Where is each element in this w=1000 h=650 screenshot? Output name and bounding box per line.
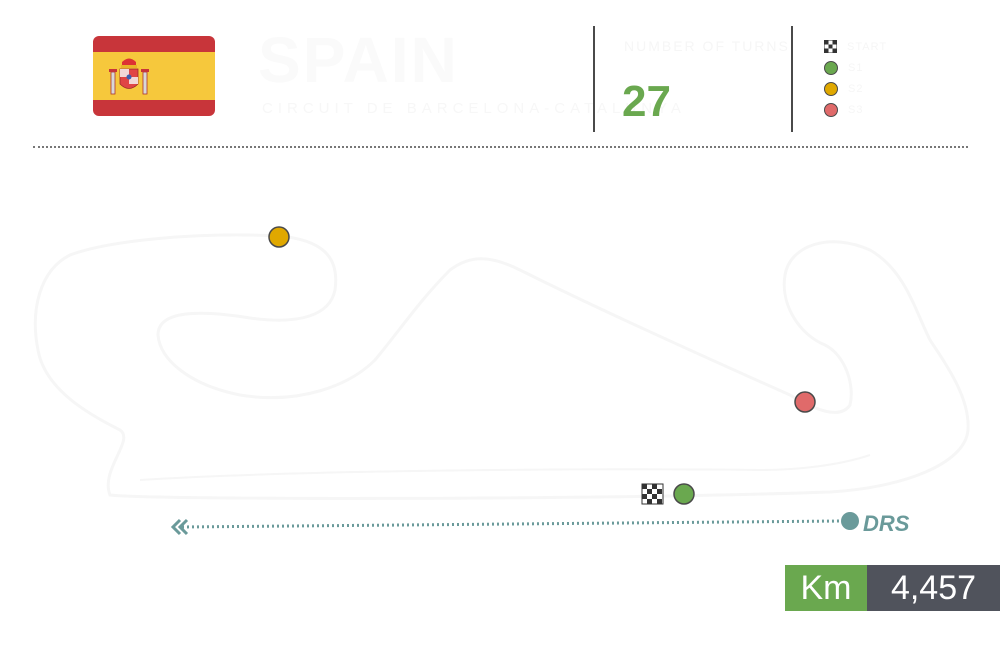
drs-direction-arrow-icon: [170, 518, 189, 536]
sector3-dot-icon: [824, 102, 838, 117]
coat-of-arms-icon: [109, 58, 149, 95]
drs-label: DRS: [863, 511, 910, 536]
legend-label: START: [847, 40, 888, 53]
sector1-dot-icon: [824, 60, 838, 75]
turns-label: NUMBER OF TURNS: [624, 38, 790, 54]
checkered-flag-icon: [641, 483, 664, 505]
legend-item-s2: S2: [824, 78, 887, 99]
sector3-marker-icon: [794, 391, 816, 413]
checkered-flag-icon: [824, 40, 837, 53]
legend-item-s1: S1: [824, 57, 887, 78]
drs-zone-line: [181, 519, 843, 529]
header-divider: [593, 26, 595, 132]
header-divider: [791, 26, 793, 132]
sector2-marker-icon: [268, 226, 290, 248]
legend-label: S2: [848, 82, 864, 95]
spain-flag: [93, 36, 215, 116]
length-value: 4,457: [867, 565, 1000, 611]
legend-item-s3: S3: [824, 99, 887, 120]
circuit-name: CIRCUIT DE BARCELONA-CATALUNYA: [262, 100, 686, 117]
track-outline: [33, 233, 970, 500]
legend-label: S1: [848, 61, 864, 74]
sector1-marker-icon: [673, 483, 695, 505]
legend: START S1 S2 S3: [824, 36, 887, 120]
legend-label: S3: [848, 103, 864, 116]
track-length-box: Km 4,457: [785, 565, 1000, 611]
country-name: SPAIN: [258, 24, 459, 96]
pit-lane: [139, 454, 871, 481]
drs-detection-point-icon: [841, 512, 859, 530]
legend-item-start: START: [824, 36, 887, 57]
length-unit-label: Km: [785, 565, 867, 611]
turns-value: 27: [622, 77, 671, 126]
sector2-dot-icon: [824, 81, 838, 96]
section-divider: [33, 146, 968, 148]
